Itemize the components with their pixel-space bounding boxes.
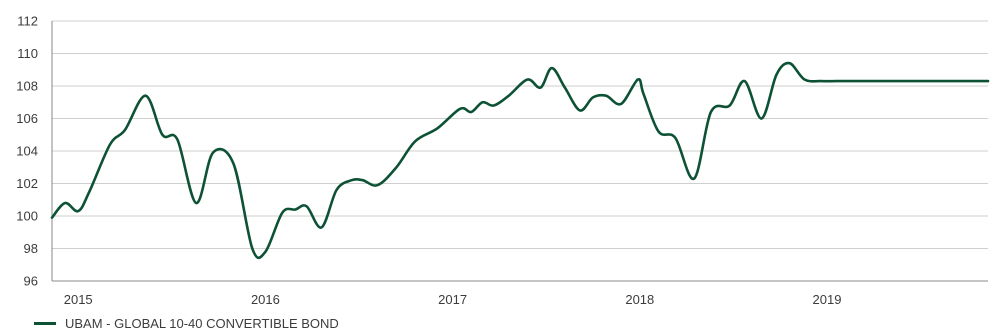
data-point	[459, 108, 461, 110]
y-axis-tick-labels: 96 98 100 102 104 106 108 110 112	[16, 14, 38, 289]
data-point	[508, 95, 510, 97]
y-tick-label: 106	[16, 111, 38, 126]
data-point	[605, 95, 607, 97]
series-line	[50, 61, 990, 260]
data-point	[620, 103, 622, 105]
data-point	[551, 67, 553, 69]
data-point	[436, 127, 438, 129]
data-point	[124, 129, 126, 131]
data-point	[414, 140, 416, 142]
legend-label: UBAM - GLOBAL 10-40 CONVERTIBLE BOND	[65, 316, 339, 331]
data-point	[294, 208, 296, 210]
data-point	[51, 216, 53, 218]
x-tick-label: 2017	[438, 292, 467, 307]
data-point	[176, 138, 178, 140]
y-tick-label: 102	[16, 176, 38, 191]
x-tick-label: 2018	[625, 292, 654, 307]
data-point	[674, 137, 676, 139]
series-points	[51, 62, 989, 253]
data-point	[637, 78, 639, 80]
data-point	[882, 80, 884, 82]
data-point	[579, 109, 581, 111]
data-point	[377, 184, 379, 186]
legend: UBAM - GLOBAL 10-40 CONVERTIBLE BOND	[34, 316, 339, 331]
data-point	[743, 80, 745, 82]
data-point	[775, 73, 777, 75]
data-point	[987, 80, 989, 82]
data-point	[526, 78, 528, 80]
data-point	[693, 177, 695, 179]
data-point	[88, 190, 90, 192]
data-point	[264, 251, 266, 253]
data-point	[820, 80, 822, 82]
data-point	[350, 179, 352, 181]
y-tick-label: 98	[24, 241, 38, 256]
data-point	[395, 166, 397, 168]
data-point	[564, 86, 566, 88]
x-axis	[51, 21, 988, 282]
data-point	[835, 80, 837, 82]
data-point	[914, 80, 916, 82]
data-point	[760, 117, 762, 119]
data-point	[944, 80, 946, 82]
data-point	[933, 80, 935, 82]
data-point	[481, 101, 483, 103]
data-point	[281, 212, 283, 214]
x-tick-label: 2016	[251, 292, 280, 307]
x-tick-label: 2019	[813, 292, 842, 307]
grid-lines	[52, 20, 988, 282]
data-point	[109, 143, 111, 145]
series-layer	[50, 61, 990, 260]
data-point	[335, 189, 337, 191]
data-point	[803, 78, 805, 80]
legend-swatch	[34, 322, 56, 325]
data-point	[539, 86, 541, 88]
data-point	[320, 226, 322, 228]
y-tick-label: 112	[17, 14, 38, 29]
data-point	[212, 151, 214, 153]
y-tick-label: 104	[16, 144, 38, 159]
data-point	[144, 95, 146, 97]
data-point	[251, 247, 253, 249]
data-point	[64, 202, 66, 204]
data-point	[867, 80, 869, 82]
y-tick-label: 96	[24, 274, 38, 289]
data-point	[493, 104, 495, 106]
data-point	[788, 62, 790, 64]
y-tick-label: 110	[17, 46, 38, 61]
y-tick-label: 108	[16, 79, 38, 94]
data-point	[362, 179, 364, 181]
data-point	[232, 163, 234, 165]
y-tick-label: 100	[16, 209, 38, 224]
data-point	[161, 134, 163, 136]
data-point	[195, 202, 197, 204]
data-point	[899, 80, 901, 82]
data-point	[657, 130, 659, 132]
data-point	[959, 80, 961, 82]
data-point	[77, 210, 79, 212]
data-point	[710, 111, 712, 113]
data-point	[305, 205, 307, 207]
data-point	[642, 93, 644, 95]
x-axis-tick-labels: 2015 2016 2017 2018 2019	[64, 292, 842, 307]
data-point	[470, 111, 472, 113]
x-tick-label: 2015	[64, 292, 93, 307]
data-point	[850, 80, 852, 82]
data-point	[729, 104, 731, 106]
data-point	[592, 96, 594, 98]
